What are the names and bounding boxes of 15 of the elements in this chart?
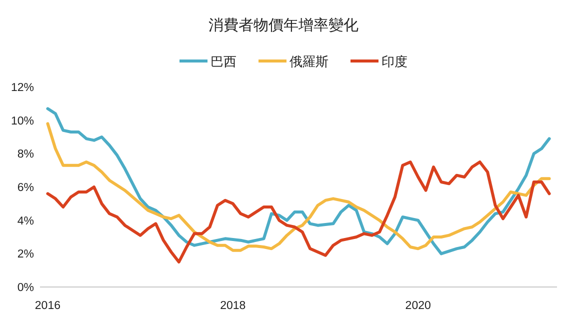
x-tick-label: 2020: [405, 300, 431, 312]
y-tick-label: 12%: [10, 82, 34, 94]
x-tick-label: 2016: [34, 300, 61, 312]
y-tick-label: 4%: [17, 215, 34, 228]
y-tick-label: 8%: [17, 148, 34, 161]
x-tick-label: 2018: [220, 300, 246, 312]
legend-label: 俄羅斯: [290, 54, 328, 69]
legend-label: 印度: [382, 54, 408, 69]
y-tick-label: 0%: [17, 282, 34, 294]
y-tick-label: 10%: [10, 115, 34, 128]
y-tick-label: 2%: [17, 248, 34, 261]
chart-title: 消費者物價年增率變化: [208, 17, 358, 34]
line-series: [46, 160, 551, 264]
y-tick-label: 6%: [17, 182, 34, 194]
legend-label: 巴西: [210, 54, 236, 69]
